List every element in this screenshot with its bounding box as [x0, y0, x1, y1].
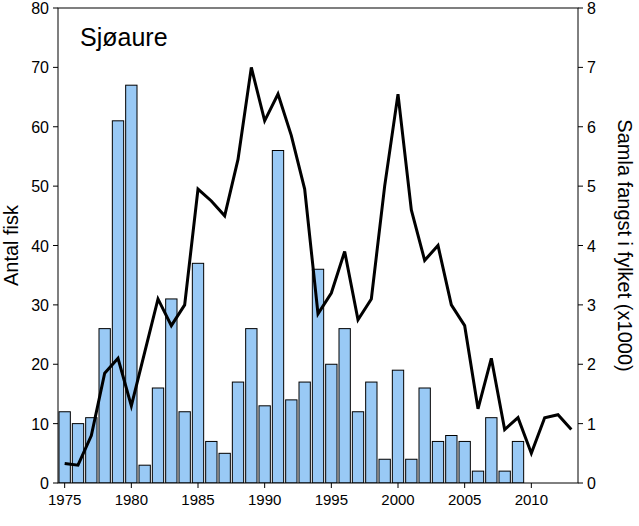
y-tick-label: 0 — [40, 475, 49, 492]
bar — [152, 388, 163, 483]
plot-area — [59, 67, 571, 483]
y2-tick — [578, 8, 583, 9]
x-tick — [464, 483, 465, 488]
bar — [472, 471, 483, 483]
y-tick-label: 40 — [31, 238, 49, 255]
chart: 0 10 20 30 40 50 60 70 80 0 1 2 3 4 5 6 7 8 1975 1980 1985 19… — [0, 0, 639, 526]
bar — [486, 418, 497, 483]
y2-tick — [578, 186, 583, 187]
x-tick-label: 1985 — [181, 491, 214, 508]
bar — [139, 465, 150, 483]
y2-tick — [578, 304, 583, 305]
x-tick-label: 2010 — [515, 491, 548, 508]
y-tick-label: 30 — [31, 297, 49, 314]
line — [65, 67, 572, 465]
bar — [406, 459, 417, 483]
x-tick — [331, 483, 332, 488]
x-tick-label: 1975 — [48, 491, 81, 508]
x-tick-label: 1980 — [115, 491, 148, 508]
y2-tick-label: 6 — [587, 119, 596, 136]
y-tick-label: 20 — [31, 356, 49, 373]
bar — [392, 370, 403, 483]
y-axis-label: Antal fisk — [0, 204, 22, 286]
bar — [232, 382, 243, 483]
bar — [366, 382, 377, 483]
bar — [499, 471, 510, 483]
x-tick-label: 1990 — [248, 491, 281, 508]
y2-tick — [578, 423, 583, 424]
y-tick — [53, 126, 58, 127]
y2-tick — [578, 364, 583, 365]
bar — [219, 453, 230, 483]
title: Sjøaure — [80, 23, 168, 51]
y-tick — [53, 8, 58, 9]
bar — [86, 418, 97, 483]
y-tick — [53, 67, 58, 68]
y-tick — [53, 423, 58, 424]
x-tick — [131, 483, 132, 488]
y2-tick — [578, 126, 583, 127]
bar — [459, 441, 470, 483]
y-tick — [53, 483, 58, 484]
bar — [512, 441, 523, 483]
y2-tick-label: 5 — [587, 178, 596, 195]
x-tick — [264, 483, 265, 488]
y-tick-label: 80 — [31, 0, 49, 17]
bar — [299, 382, 310, 483]
x-tick — [531, 483, 532, 488]
y-tick-label: 10 — [31, 416, 49, 433]
y-tick — [53, 304, 58, 305]
x-tick-label: 2000 — [381, 491, 414, 508]
y-tick — [53, 186, 58, 187]
y2-tick-label: 4 — [587, 238, 596, 255]
y2-tick-label: 2 — [587, 356, 596, 373]
bar — [272, 151, 283, 484]
y2-tick — [578, 67, 583, 68]
y-tick-label: 70 — [31, 59, 49, 76]
x-tick — [198, 483, 199, 488]
x-tick — [64, 483, 65, 488]
y-tick — [53, 364, 58, 365]
y-tick-label: 60 — [31, 119, 49, 136]
y2-axis-label: Samla fangst i fylket (x1000) — [614, 119, 636, 371]
bar — [99, 329, 110, 483]
bar — [246, 329, 257, 483]
bar — [379, 459, 390, 483]
bar — [179, 412, 190, 483]
y2-tick-label: 7 — [587, 59, 596, 76]
bar — [126, 85, 137, 483]
bar — [192, 263, 203, 483]
y2-tick — [578, 245, 583, 246]
x-tick — [398, 483, 399, 488]
bar — [326, 364, 337, 483]
bar — [59, 412, 70, 483]
frame — [58, 8, 578, 483]
bar — [432, 441, 443, 483]
y2-tick-label: 3 — [587, 297, 596, 314]
y-tick — [53, 245, 58, 246]
bar — [206, 441, 217, 483]
bar — [286, 400, 297, 483]
x-tick-label: 1995 — [315, 491, 348, 508]
bar — [339, 329, 350, 483]
bar — [112, 121, 123, 483]
y2-tick-label: 8 — [587, 0, 596, 17]
bar — [352, 412, 363, 483]
x-tick-label: 2005 — [448, 491, 481, 508]
bar — [419, 388, 430, 483]
y2-tick-label: 0 — [587, 475, 596, 492]
bar — [446, 436, 457, 484]
y-tick-label: 50 — [31, 178, 49, 195]
y2-tick — [578, 483, 583, 484]
bar — [259, 406, 270, 483]
y2-tick-label: 1 — [587, 416, 596, 433]
